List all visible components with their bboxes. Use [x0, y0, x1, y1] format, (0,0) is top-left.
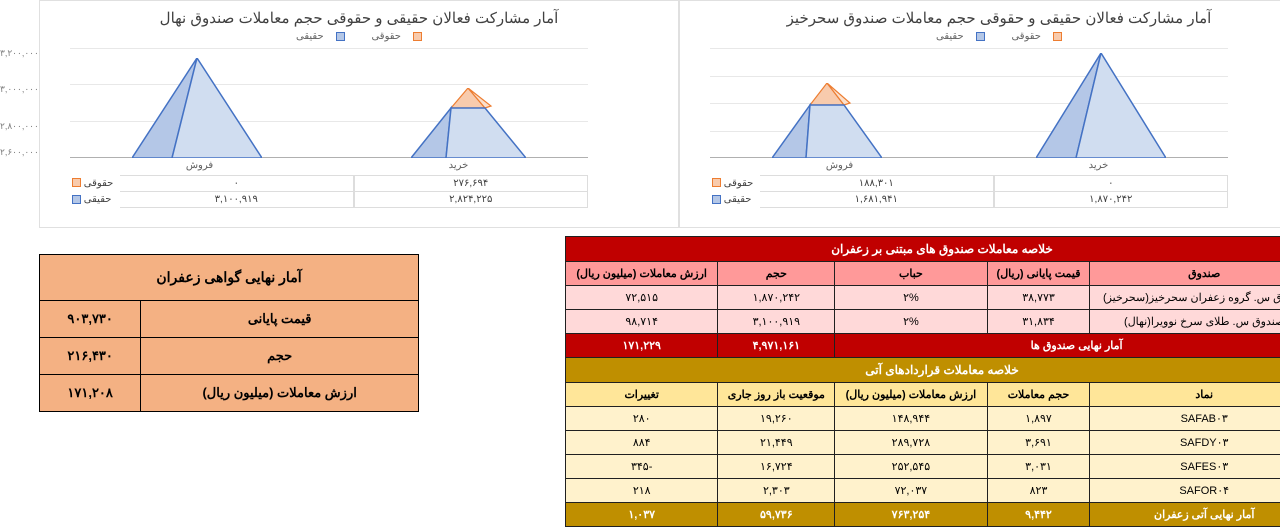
plot-area	[31, 48, 549, 158]
x-label-buy: خرید	[930, 160, 1189, 171]
chart-legend: حقوقی حقیقی	[1, 31, 639, 42]
chart-data-table: ۲۷۶,۶۹۴ ۰ حقوقی ۲,۸۲۴,۲۲۵ ۳,۱۰۰,۹۱۹ حقیق…	[31, 175, 549, 208]
table-row: صندوق س. طلای سرخ نوویرا(نهال) ۳۱,۸۳۴ ۲%…	[527, 310, 1280, 334]
plot-area	[671, 48, 1189, 158]
pyramid-buy	[997, 53, 1127, 158]
x-label-buy: خرید	[290, 160, 549, 171]
futures-header: خلاصه معاملات قراردادهای آتی	[527, 358, 1280, 383]
pyramid-sell	[93, 58, 223, 158]
chart-nahal: آمار مشارکت فعالان حقیقی و حقوقی حجم معا…	[0, 0, 640, 228]
table-row: حجم ۲۱۶,۴۳۰	[1, 338, 380, 375]
orange-title: آمار نهایی گواهی زعفران	[1, 255, 380, 301]
certificate-table: آمار نهایی گواهی زعفران قیمت پایانی ۹۰۳,…	[0, 254, 380, 412]
funds-header: خلاصه معاملات صندوق های مبتنی بر زعفران	[527, 237, 1280, 262]
y-axis-labels: ۳,۲۰۰,۰۰۰ ۳,۰۰۰,۰۰۰ ۲,۸۰۰,۰۰۰ ۲,۶۰۰,۰۰۰	[0, 48, 26, 158]
table-row: SAFOR۰۴ ۸۲۳ ۷۲,۰۳۷ ۲,۳۰۳ ۲۱۸	[527, 479, 1280, 503]
x-label-sell: فروش	[31, 160, 290, 171]
chart-data-table: ۰ ۱۸۸,۳۰۱ حقوقی ۱,۸۷۰,۲۴۲ ۱,۶۸۱,۹۴۱ حقیق…	[671, 175, 1189, 208]
table-row: قیمت پایانی ۹۰۳,۷۳۰	[1, 301, 380, 338]
table-row: SAFAB۰۳ ۱,۸۹۷ ۱۴۸,۹۴۴ ۱۹,۲۶۰ ۲۸۰	[527, 407, 1280, 431]
chart-saharkhiz: آمار مشارکت فعالان حقیقی و حقوقی حجم معا…	[640, 0, 1280, 228]
chart-title: آمار مشارکت فعالان حقیقی و حقوقی حجم معا…	[641, 1, 1279, 31]
pyramid-buy	[372, 88, 487, 158]
table-row: SAFES۰۳ ۳,۰۳۱ ۲۵۲,۵۴۵ ۱۶,۷۲۴ -۳۴۵	[527, 455, 1280, 479]
chart-legend: حقوقی حقیقی	[641, 31, 1279, 42]
table-row: صندوق س. گروه زعفران سحرخیز(سحرخیز) ۳۸,۷…	[527, 286, 1280, 310]
summary-table: خلاصه معاملات صندوق های مبتنی بر زعفران …	[526, 236, 1280, 527]
table-row: SAFDY۰۳ ۳,۶۹۱ ۲۸۹,۷۲۸ ۲۱,۴۴۹ ۸۸۴	[527, 431, 1280, 455]
x-label-sell: فروش	[671, 160, 930, 171]
table-row: ارزش معاملات (میلیون ریال) ۱۷۱,۲۰۸	[1, 375, 380, 412]
pyramid-sell	[733, 83, 843, 158]
chart-title: آمار مشارکت فعالان حقیقی و حقوقی حجم معا…	[1, 1, 639, 31]
